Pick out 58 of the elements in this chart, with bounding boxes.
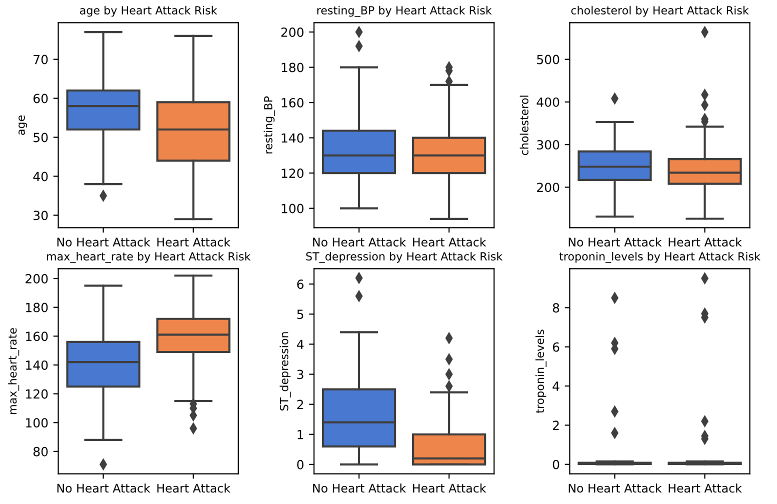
y-tick-label: 0 xyxy=(552,460,560,470)
x-tick-label: No Heart Attack xyxy=(313,483,406,493)
y-tick-label: 80 xyxy=(33,446,48,456)
y-tick-label: 2 xyxy=(297,400,304,410)
y-tick-label: 400 xyxy=(536,97,560,107)
y-axis-title: max_heart_rate xyxy=(8,328,20,414)
y-tick-label: 30 xyxy=(34,210,48,220)
chart-title: ST_depression by Heart Attack Risk xyxy=(306,252,503,264)
y-tick-label: 140 xyxy=(282,133,304,143)
y-tick-label: 6 xyxy=(552,342,560,352)
y-tick-label: 120 xyxy=(26,389,48,399)
y-tick-label: 180 xyxy=(26,302,48,312)
y-tick-label: 2 xyxy=(552,420,559,430)
y-tick-label: 500 xyxy=(537,54,560,64)
y-tick-label: 200 xyxy=(281,27,304,37)
x-tick-label: No Heart Attack xyxy=(57,237,150,247)
y-tick-label: 4 xyxy=(552,382,560,391)
y-tick-label: 3 xyxy=(297,370,304,380)
y-tick-label: 60 xyxy=(34,94,48,104)
x-tick-label: No Heart Attack xyxy=(568,237,662,247)
y-tick-label: 1 xyxy=(298,430,304,440)
y-tick-label: 180 xyxy=(282,62,304,72)
y-tick-label: 120 xyxy=(282,168,304,178)
y-tick-label: 8 xyxy=(552,303,560,313)
y-tick-label: 70 xyxy=(34,54,48,64)
y-tick-label: 160 xyxy=(282,98,304,108)
y-tick-label: 200 xyxy=(537,182,560,192)
y-tick-label: 40 xyxy=(33,172,48,182)
y-tick-label: 4 xyxy=(296,340,304,349)
x-tick-label: Heart Attack xyxy=(157,237,230,247)
x-tick-label: Heart Attack xyxy=(668,483,742,493)
y-tick-label: 0 xyxy=(297,460,304,470)
y-tick-label: 5 xyxy=(297,310,304,320)
y-axis-title: resting_BP xyxy=(264,96,275,154)
x-tick-label: Heart Attack xyxy=(157,483,230,493)
y-tick-label: 100 xyxy=(282,204,304,214)
y-tick-label: 140 xyxy=(26,360,48,370)
chart-title: age by Heart Attack Risk xyxy=(80,6,218,17)
y-tick-label: 160 xyxy=(26,332,48,342)
x-tick-label: Heart Attack xyxy=(668,237,742,247)
chart-title: resting_BP by Heart Attack Risk xyxy=(317,6,492,17)
x-tick-label: No Heart Attack xyxy=(568,483,662,493)
y-axis-title: cholesterol xyxy=(520,96,528,156)
x-tick-label: No Heart Attack xyxy=(57,483,150,493)
y-tick-label: 300 xyxy=(537,140,560,150)
y-axis-title: age xyxy=(18,115,28,135)
chart-title: cholesterol by Heart Attack Risk xyxy=(571,6,749,17)
x-tick-label: Heart Attack xyxy=(413,237,486,247)
x-tick-label: Heart Attack xyxy=(413,483,486,493)
y-axis-title: troponin_levels xyxy=(535,330,546,414)
x-tick-label: No Heart Attack xyxy=(313,237,406,247)
y-tick-label: 50 xyxy=(34,132,48,142)
y-tick-label: 200 xyxy=(26,274,48,284)
y-tick-label: 100 xyxy=(26,418,48,428)
chart-title: troponin_levels by Heart Attack Risk xyxy=(559,252,760,264)
y-axis-title: ST_depression xyxy=(280,332,291,411)
y-tick-label: 6 xyxy=(297,280,304,289)
chart-title: max_heart_rate by Heart Attack Risk xyxy=(46,252,251,264)
